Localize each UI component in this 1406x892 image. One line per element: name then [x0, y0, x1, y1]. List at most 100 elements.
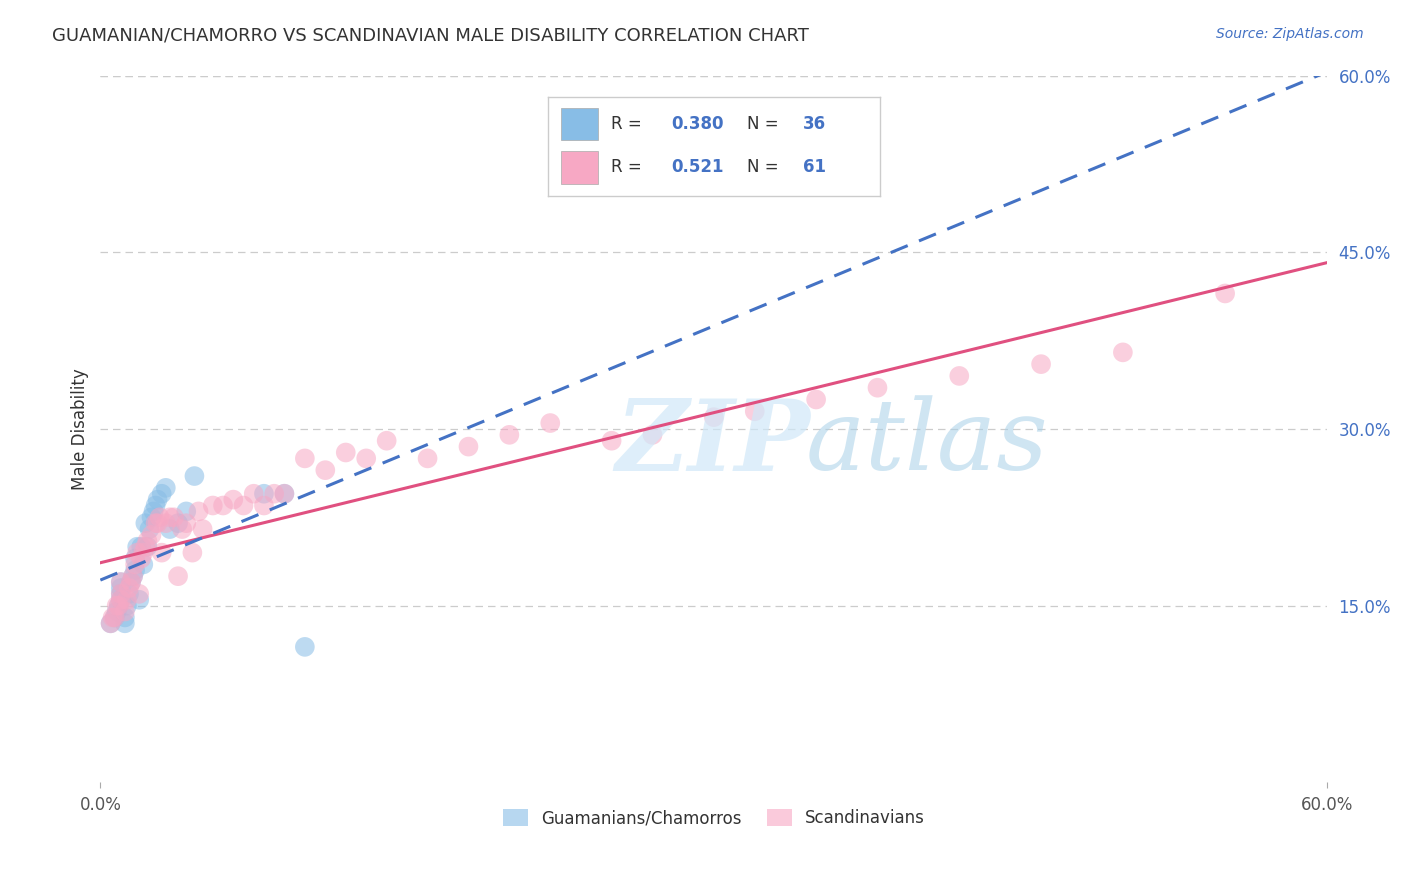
Point: [314, 463, 336, 477]
Point: [141, 528, 163, 542]
Point: [232, 499, 254, 513]
Text: Source: ZipAtlas.com: Source: ZipAtlas.com: [1216, 27, 1364, 41]
Point: [498, 427, 520, 442]
Point: [105, 599, 128, 613]
Point: [141, 510, 163, 524]
Point: [118, 587, 141, 601]
Y-axis label: Male Disability: Male Disability: [72, 368, 89, 490]
Point: [114, 616, 136, 631]
Point: [100, 616, 122, 631]
Point: [127, 540, 149, 554]
Legend: Guamanians/Chamorros, Scandinavians: Guamanians/Chamorros, Scandinavians: [496, 803, 932, 834]
Point: [105, 605, 128, 619]
Point: [122, 569, 145, 583]
Point: [110, 581, 132, 595]
Point: [138, 522, 160, 536]
Point: [124, 558, 146, 572]
Point: [354, 451, 377, 466]
Point: [804, 392, 827, 407]
Point: [253, 487, 276, 501]
Point: [538, 416, 561, 430]
Point: [110, 575, 132, 590]
Point: [273, 487, 295, 501]
Text: GUAMANIAN/CHAMORRO VS SCANDINAVIAN MALE DISABILITY CORRELATION CHART: GUAMANIAN/CHAMORRO VS SCANDINAVIAN MALE …: [52, 27, 808, 45]
Point: [114, 610, 136, 624]
Point: [110, 592, 132, 607]
Point: [107, 599, 129, 613]
Point: [118, 581, 141, 595]
Point: [183, 469, 205, 483]
Point: [167, 569, 190, 583]
Point: [150, 546, 173, 560]
Point: [163, 510, 186, 524]
Point: [253, 499, 276, 513]
Text: ZIP: ZIP: [616, 395, 811, 491]
Point: [294, 451, 316, 466]
Point: [201, 499, 224, 513]
Point: [641, 427, 664, 442]
Point: [1029, 357, 1052, 371]
Point: [107, 599, 129, 613]
Point: [172, 522, 194, 536]
Point: [122, 569, 145, 583]
Point: [222, 492, 245, 507]
Point: [132, 558, 155, 572]
Point: [124, 551, 146, 566]
Point: [948, 368, 970, 383]
Point: [375, 434, 398, 448]
Point: [128, 587, 150, 601]
Point: [145, 499, 167, 513]
Point: [212, 499, 235, 513]
Point: [273, 487, 295, 501]
Point: [146, 516, 169, 531]
Point: [101, 610, 124, 624]
Point: [150, 487, 173, 501]
Point: [142, 504, 165, 518]
Point: [416, 451, 439, 466]
Point: [120, 575, 142, 590]
Point: [159, 522, 181, 536]
Point: [115, 592, 138, 607]
Point: [242, 487, 264, 501]
Point: [129, 540, 152, 554]
Point: [457, 440, 479, 454]
Point: [600, 434, 623, 448]
Point: [174, 504, 197, 518]
Point: [294, 640, 316, 654]
Point: [127, 546, 149, 560]
Point: [1213, 286, 1236, 301]
Point: [104, 610, 127, 624]
Point: [110, 592, 132, 607]
Point: [187, 504, 209, 518]
Point: [110, 575, 132, 590]
Point: [132, 546, 155, 560]
Point: [110, 587, 132, 601]
Point: [159, 510, 181, 524]
Point: [136, 540, 159, 554]
Point: [124, 563, 146, 577]
Point: [100, 616, 122, 631]
Point: [866, 381, 889, 395]
Point: [181, 546, 204, 560]
Text: atlas: atlas: [806, 395, 1049, 491]
Point: [134, 516, 156, 531]
Point: [174, 516, 197, 531]
Point: [149, 510, 172, 524]
Point: [120, 575, 142, 590]
Point: [115, 599, 138, 613]
Point: [191, 522, 214, 536]
Point: [128, 592, 150, 607]
Point: [335, 445, 357, 459]
Point: [146, 492, 169, 507]
Point: [104, 610, 127, 624]
Point: [114, 605, 136, 619]
Point: [129, 551, 152, 566]
Point: [155, 516, 177, 531]
Point: [134, 540, 156, 554]
Point: [263, 487, 285, 501]
Point: [744, 404, 766, 418]
Point: [703, 410, 725, 425]
Point: [110, 587, 132, 601]
Point: [155, 481, 177, 495]
Point: [145, 516, 167, 531]
